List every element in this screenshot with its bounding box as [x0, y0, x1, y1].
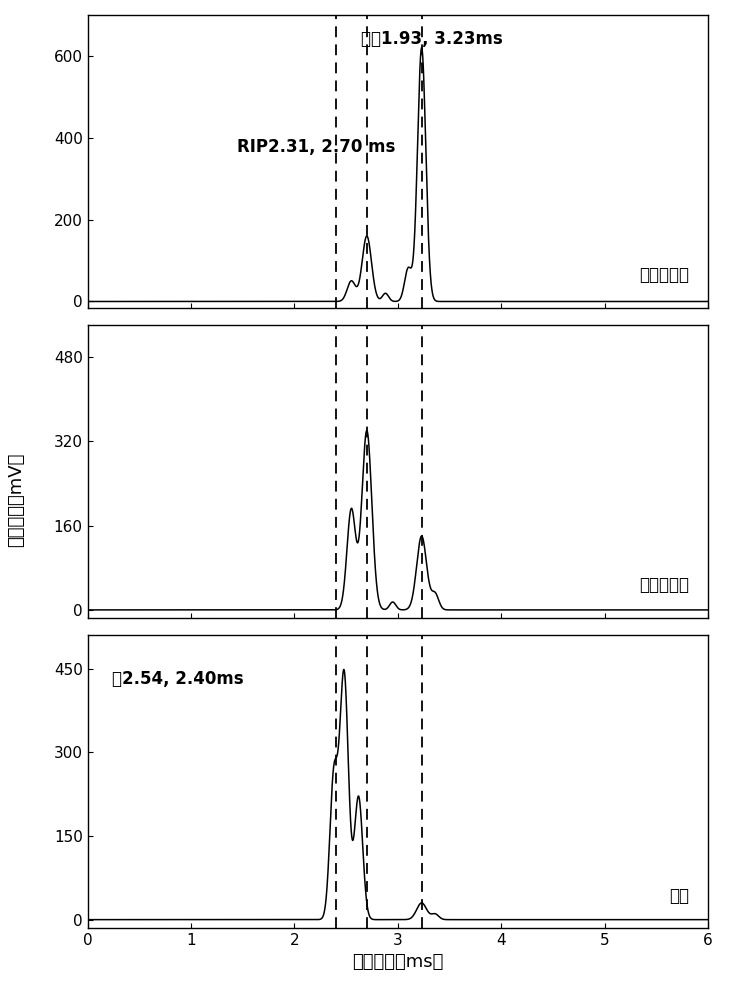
Text: 信号强度（mV）: 信号强度（mV） — [7, 453, 25, 547]
Text: 丙酭1.93, 3.23ms: 丙酭1.93, 3.23ms — [361, 30, 502, 48]
X-axis label: 迁移时间（ms）: 迁移时间（ms） — [352, 953, 444, 971]
Text: RIP2.31, 2.70 ms: RIP2.31, 2.70 ms — [237, 138, 395, 156]
Text: 制冷稳定后: 制冷稳定后 — [639, 266, 689, 284]
Text: 制冷过程中: 制冷过程中 — [639, 576, 689, 594]
Text: 氢2.54, 2.40ms: 氢2.54, 2.40ms — [112, 670, 244, 688]
Text: 室温: 室温 — [669, 887, 689, 905]
